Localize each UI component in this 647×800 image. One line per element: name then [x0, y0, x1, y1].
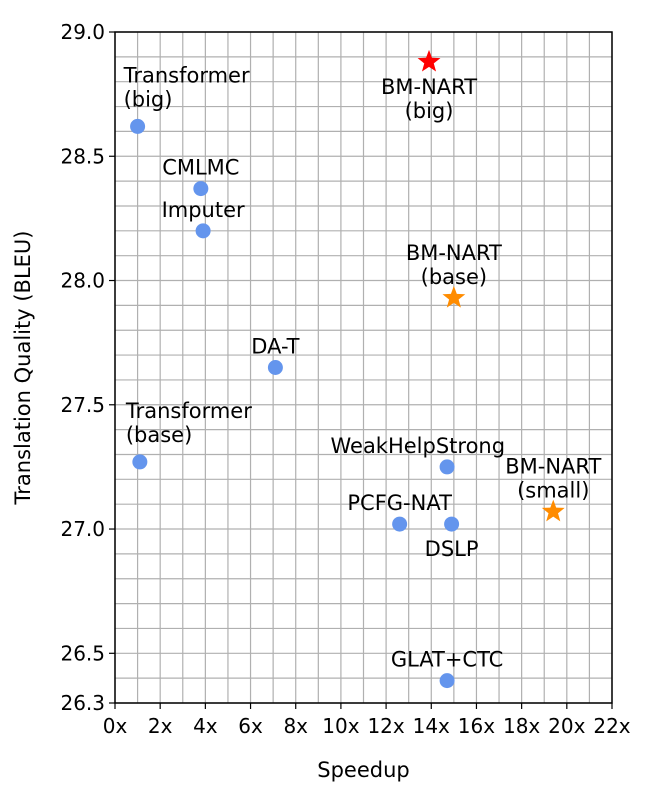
point-labels: Transformer (big) CMLMC Imputer DA-T Transfor…: [123, 63, 602, 671]
x-tick-label: 6x: [238, 714, 263, 738]
point-marker-weakhelpstrong: [439, 459, 455, 475]
x-tick-label: 14x: [413, 714, 450, 738]
x-tick-label: 20x: [548, 714, 585, 738]
point-marker-pcfg-nat: [392, 516, 408, 532]
point-label-transformer-base: Transformer (base): [125, 399, 252, 447]
point-marker-transformer-big: [130, 118, 146, 134]
x-tick-label: 4x: [193, 714, 218, 738]
y-axis-title: Translation Quality (BLEU): [11, 231, 35, 506]
y-tick-label: 26.3: [60, 691, 105, 715]
point-marker-dslp: [444, 516, 460, 532]
x-tick-label: 12x: [367, 714, 404, 738]
point-marker-glat-ctc: [439, 673, 455, 689]
y-tick-label: 27.5: [60, 393, 105, 417]
x-tick-label: 8x: [283, 714, 308, 738]
point-label-dslp: DSLP: [425, 537, 479, 561]
y-tick-label: 27.0: [60, 517, 105, 541]
plot-frame: [114, 31, 613, 704]
data-points: [130, 49, 565, 689]
x-tick-label: 18x: [503, 714, 540, 738]
star-marker-bm-nart-small: [541, 499, 565, 522]
point-label-imputer: Imputer: [162, 198, 245, 222]
point-marker-imputer: [195, 223, 211, 239]
x-tick-label: 10x: [322, 714, 359, 738]
x-tick-label: 22x: [593, 714, 630, 738]
x-tick-label: 2x: [148, 714, 173, 738]
point-label-glat-ctc: GLAT+CTC: [391, 648, 504, 672]
y-tick-label: 28.0: [60, 269, 105, 293]
axis-ticks: 0x 2x 4x 6x 8x 10x 12x 14x 16x 18x 20x 22x 26.3 26.5 2…: [60, 20, 630, 738]
point-marker-transformer-base: [132, 454, 148, 470]
x-tick-label: 16x: [458, 714, 495, 738]
point-label-bm-nart-base: BM-NART (base): [406, 241, 502, 289]
point-label-pcfg-nat: PCFG-NAT: [347, 491, 452, 515]
y-tick-label: 29.0: [60, 20, 105, 44]
point-label-transformer-big: Transformer (big): [123, 63, 250, 111]
point-label-weakhelpstrong: WeakHelpStrong: [330, 434, 505, 458]
point-marker-da-t: [267, 360, 283, 375]
point-label-bm-nart-small: BM-NART (small): [505, 455, 601, 503]
point-marker-cmlmc: [193, 181, 209, 197]
x-axis-title: Speedup: [317, 758, 409, 782]
y-tick-label: 28.5: [60, 144, 105, 168]
x-tick-label: 0x: [103, 714, 128, 738]
star-marker-bm-nart-big: [417, 49, 441, 72]
point-label-bm-nart-big: BM-NART (big): [381, 75, 477, 123]
star-marker-bm-nart-base: [442, 285, 466, 308]
point-label-da-t: DA-T: [251, 335, 299, 359]
grid: [114, 31, 613, 704]
y-tick-label: 26.5: [60, 641, 105, 665]
point-label-cmlmc: CMLMC: [162, 156, 239, 180]
